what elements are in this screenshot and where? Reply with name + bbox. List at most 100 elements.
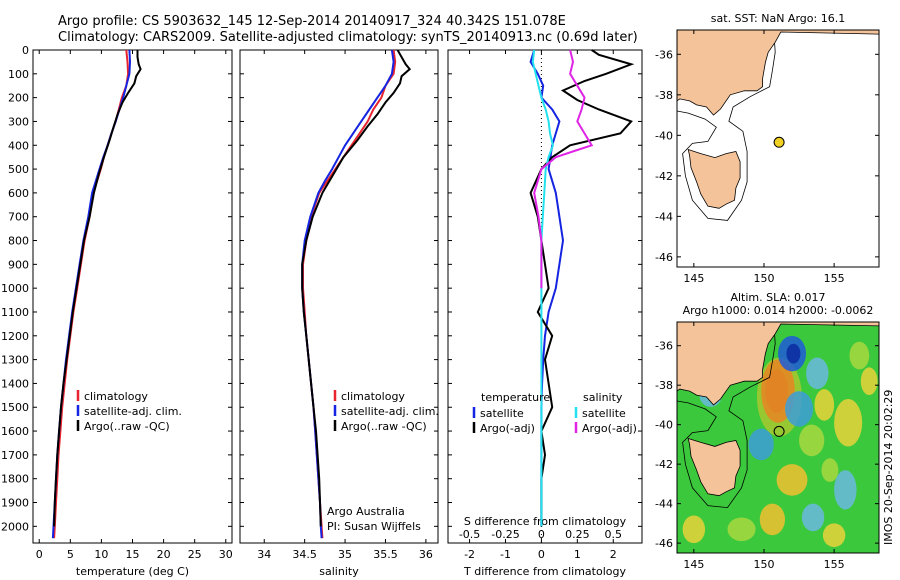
temperature-panel: 0100200300400500600700800900100011001200… <box>1 44 233 578</box>
y-tick-label: 1900 <box>1 497 29 510</box>
sla-blob <box>759 503 786 536</box>
map-x-tick-label: 150 <box>753 558 774 571</box>
x-tick-label: 15 <box>126 548 140 561</box>
sla-blob <box>682 515 706 544</box>
y-tick-label: 200 <box>8 92 29 105</box>
x-tick-label: 20 <box>157 548 171 561</box>
sla-blob <box>821 458 839 482</box>
map-x-tick-label: 145 <box>683 272 704 285</box>
sla-blob <box>799 424 825 457</box>
map-x-tick-label: 155 <box>824 558 845 571</box>
y-tick-label: 1100 <box>1 306 29 319</box>
sla-blob <box>801 503 825 532</box>
sla-blob <box>834 399 863 447</box>
sla-blob <box>860 367 878 396</box>
y-tick-label: 0 <box>22 44 29 57</box>
sla-blob <box>785 391 814 427</box>
x-tick-label: 25 <box>188 548 202 561</box>
map-y-tick-label: -40 <box>655 419 673 432</box>
y-tick-label: 100 <box>8 68 29 81</box>
sla-blob <box>806 357 829 390</box>
sla-blob <box>834 470 857 510</box>
sla-blob <box>748 428 774 461</box>
legend-label: satellite <box>582 407 626 420</box>
x-axis-label: salinity <box>319 565 359 578</box>
x-tick-label: 34 <box>257 548 271 561</box>
legend-title-temperature: temperature <box>481 391 550 404</box>
argo-position-marker <box>773 136 785 148</box>
s-tick-label: 0.25 <box>565 528 590 541</box>
legend-label: Argo(-adj) <box>480 422 535 435</box>
x-tick-label: 0 <box>36 548 43 561</box>
legend-label: Argo(-adj) <box>582 422 637 435</box>
legend-label: satellite <box>480 407 524 420</box>
isobath-contour <box>676 29 776 221</box>
x-axis-label: T difference from climatology <box>463 565 626 578</box>
legend-label: Argo(..raw -QC) <box>341 420 427 433</box>
x-tick-label: 0 <box>538 548 545 561</box>
isobath-contour <box>676 321 776 509</box>
map-x-tick-label: 150 <box>753 272 774 285</box>
map-x-tick-label: 155 <box>824 272 845 285</box>
legend-label: climatology <box>341 390 405 403</box>
sla-blob <box>727 517 756 542</box>
y-tick-label: 300 <box>8 115 29 128</box>
x-tick-label: 1 <box>574 548 581 561</box>
annotation-line1: Argo Australia <box>327 505 405 518</box>
sla-blob <box>786 343 801 364</box>
y-tick-label: 1800 <box>1 473 29 486</box>
figure-title-line1: Argo profile: CS 5903632_145 12-Sep-2014… <box>58 14 566 29</box>
map-y-tick-label: -38 <box>655 89 673 102</box>
x-tick-label: -1 <box>500 548 511 561</box>
map-y-tick-label: -44 <box>655 498 673 511</box>
map-y-tick-label: -44 <box>655 210 673 223</box>
map-title: Altim. SLA: 0.017 <box>730 291 825 304</box>
legend-label: satellite-adj. clim. <box>84 405 182 418</box>
x-tick-label: 5 <box>67 548 74 561</box>
x-axis-label: temperature (deg C) <box>76 565 189 578</box>
sla-blob <box>849 341 870 370</box>
figure-title-line2: Climatology: CARS2009. Satellite-adjuste… <box>58 30 638 45</box>
y-tick-label: 900 <box>8 258 29 271</box>
map-y-tick-label: -42 <box>655 170 673 183</box>
plot-frame <box>32 49 233 544</box>
s-tick-label: -0.5 <box>459 528 480 541</box>
x-tick-label: 34.5 <box>292 548 317 561</box>
y-tick-label: 700 <box>8 211 29 224</box>
difference-panel: -2 -1 0 1 2 T difference from climatology -0.5… <box>447 49 643 578</box>
series-line-argo-raw-qc- <box>301 49 412 527</box>
y-tick-label: 1600 <box>1 425 29 438</box>
y-tick-label: 500 <box>8 163 29 176</box>
x-tick-label: 35.5 <box>373 548 398 561</box>
x-tick-label: 2 <box>610 548 617 561</box>
x-tick-label: 36 <box>419 548 433 561</box>
s-tick-label: 0.5 <box>605 528 623 541</box>
y-tick-label: 1000 <box>1 282 29 295</box>
argo-position-marker <box>773 425 785 437</box>
s-axis-label: S difference from climatology <box>464 515 627 528</box>
legend-label: Argo(..raw -QC) <box>84 420 170 433</box>
y-tick-label: 1500 <box>1 401 29 414</box>
map-frame <box>676 29 880 268</box>
map-y-tick-label: -46 <box>655 537 673 550</box>
sla-map-panel: 145 150 155 -36 -38 -40 -42 -44 -46 Altim. SLA: 0… <box>655 291 895 571</box>
map-y-tick-label: -42 <box>655 458 673 471</box>
y-tick-label: 1700 <box>1 449 29 462</box>
map-y-tick-label: -46 <box>655 251 673 264</box>
y-tick-label: 600 <box>8 187 29 200</box>
map-frame <box>676 321 880 554</box>
y-tick-label: 1200 <box>1 330 29 343</box>
x-tick-label: 10 <box>94 548 108 561</box>
imos-timestamp: IMOS 20-Sep-2014 20:02:29 <box>882 390 895 545</box>
s-tick-label: -0.25 <box>491 528 519 541</box>
legend-label: satellite-adj. clim. <box>341 405 439 418</box>
sla-blob <box>814 389 835 421</box>
y-tick-label: 2000 <box>1 520 29 533</box>
sst-map-panel: 145 150 155 -36 -38 -40 -42 -44 -46 sat. SST: NaN… <box>655 12 880 285</box>
salinity-panel: 34 34.5 35 35.5 36 salinity climatology satelli… <box>239 49 439 578</box>
series-line-argo-raw-qc- <box>53 50 142 527</box>
plot-frame <box>239 49 439 544</box>
map-y-tick-label: -40 <box>655 129 673 142</box>
